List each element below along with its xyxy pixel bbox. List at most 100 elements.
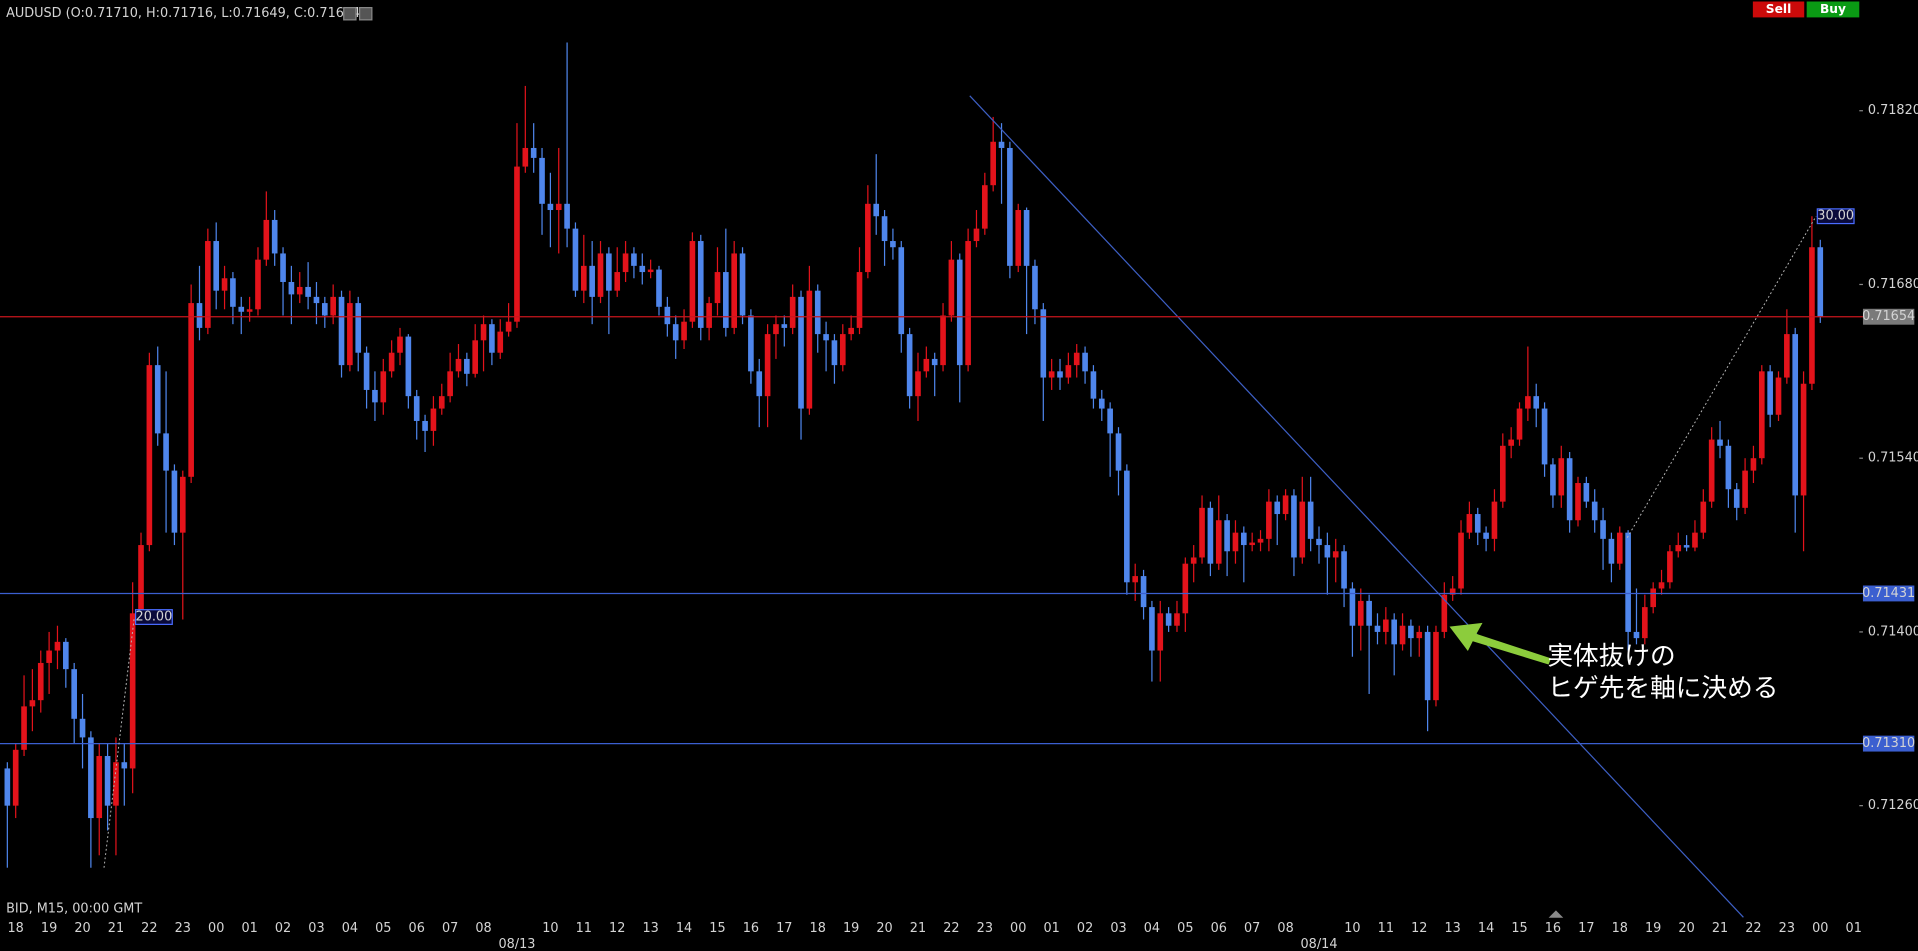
candle-body: [1675, 545, 1682, 552]
date-label: 08/14: [1301, 937, 1338, 951]
candle-body: [1065, 365, 1072, 378]
candle-body: [388, 352, 395, 372]
candle-body: [1499, 445, 1506, 502]
x-tick-label: 15: [1511, 921, 1527, 936]
candle-body: [1249, 542, 1255, 546]
buy-button[interactable]: Buy: [1806, 1, 1860, 18]
candle-body: [1199, 507, 1205, 558]
x-tick-label: 20: [876, 921, 892, 936]
x-tick-label: 05: [375, 921, 391, 936]
candle-body: [547, 203, 554, 211]
candle-body: [1115, 433, 1122, 471]
candle-body: [1591, 501, 1598, 521]
candle-body: [1817, 247, 1824, 317]
candle-body: [338, 296, 345, 366]
x-tick-label: 12: [609, 921, 625, 936]
candle-body: [113, 762, 119, 806]
candle-body: [280, 253, 286, 282]
x-tick-label: 08: [475, 921, 491, 936]
icon[interactable]: [343, 7, 357, 21]
candle-body: [1366, 600, 1372, 626]
candle-body: [697, 241, 704, 328]
candle-body: [789, 296, 796, 328]
candle-body: [781, 324, 788, 328]
candle-body: [1550, 464, 1556, 496]
candle-body: [1441, 594, 1448, 632]
scroll-marker[interactable]: [1548, 910, 1564, 918]
y-tick-label: 0.71820: [1868, 103, 1918, 118]
candle-body: [564, 203, 570, 229]
candle-body: [1174, 613, 1180, 626]
x-tick-label: 18: [1612, 921, 1628, 936]
candle-body: [380, 371, 387, 403]
candle-body: [764, 334, 771, 397]
x-tick-label: 19: [843, 921, 859, 936]
candle-body: [1483, 532, 1489, 539]
candle-body: [1700, 501, 1707, 533]
candle-body: [672, 324, 679, 341]
x-tick-label: 12: [1411, 921, 1427, 936]
price-label: 0.71654: [1862, 309, 1915, 324]
sell-button[interactable]: Sell: [1752, 1, 1805, 18]
icon[interactable]: [359, 7, 373, 21]
candle-body: [865, 203, 871, 273]
candle-body: [1516, 408, 1523, 440]
candle-body: [205, 241, 211, 328]
candle-body: [555, 203, 562, 211]
candle-body: [438, 396, 445, 409]
x-tick-label: 11: [576, 921, 592, 936]
candle-body: [221, 278, 228, 291]
candle-body: [88, 737, 94, 819]
measure-label: 20.00: [136, 610, 173, 625]
candle-body: [422, 420, 428, 431]
candle-body: [255, 259, 261, 310]
candle-body: [614, 272, 621, 291]
x-tick-label: 20: [1678, 921, 1694, 936]
x-tick-label: 04: [1144, 921, 1160, 936]
candle-body: [305, 286, 311, 297]
candle-body: [1124, 470, 1130, 583]
candle-body: [54, 641, 61, 651]
candle-body: [1341, 551, 1347, 589]
candle-body: [246, 309, 253, 312]
candle-body: [814, 290, 821, 335]
sell-label[interactable]: Sell: [1766, 2, 1791, 16]
candle-body: [806, 290, 813, 409]
candle-body: [372, 389, 378, 403]
price-label-box: [1862, 735, 1915, 752]
candle-body: [1775, 377, 1782, 415]
buy-button-bg[interactable]: [1806, 1, 1860, 18]
candle-body: [1073, 352, 1080, 366]
candle-body: [890, 241, 896, 248]
candle-body: [915, 371, 921, 397]
candle-body: [179, 476, 186, 533]
candle-body: [1332, 551, 1339, 558]
candle-body: [1266, 501, 1272, 539]
candle-body: [1600, 520, 1606, 539]
candle-body: [12, 749, 19, 806]
buy-label[interactable]: Buy: [1820, 2, 1846, 16]
candle-body: [1190, 557, 1197, 564]
candle-body: [1140, 576, 1147, 608]
measure-label-box: [1816, 208, 1855, 225]
candle-body: [489, 324, 495, 353]
candle-body: [1149, 607, 1155, 651]
sell-button-bg[interactable]: [1752, 1, 1805, 18]
candle-body: [589, 265, 595, 297]
candle-body: [647, 269, 654, 273]
candle-body: [1533, 396, 1540, 409]
candle-body: [464, 358, 470, 374]
x-tick-label: 21: [1712, 921, 1728, 936]
candle-body: [129, 613, 136, 769]
x-tick-label: 01: [1846, 921, 1862, 936]
candle-body: [472, 340, 479, 374]
x-tick-label: 10: [1344, 921, 1360, 936]
candle-body: [37, 662, 44, 701]
candle-body: [1474, 514, 1481, 533]
candle-body: [1625, 532, 1631, 632]
candle-body: [530, 147, 537, 158]
annotation-line: ヒゲ先を軸に決める: [1547, 673, 1778, 703]
candle-body: [188, 303, 194, 477]
candle-body: [29, 700, 36, 707]
candle-body: [706, 303, 712, 328]
